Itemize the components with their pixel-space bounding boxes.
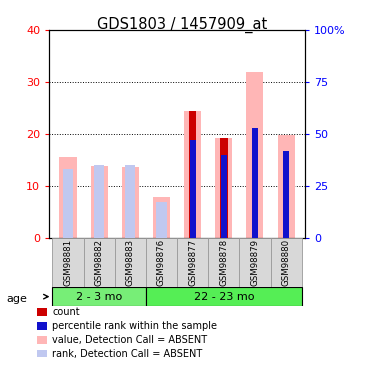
Bar <box>283 151 289 238</box>
Text: 22 - 23 mo: 22 - 23 mo <box>193 292 254 302</box>
Bar <box>63 170 73 238</box>
Bar <box>91 166 108 238</box>
Bar <box>122 167 139 238</box>
Text: age: age <box>7 294 27 303</box>
Bar <box>221 155 227 238</box>
FancyBboxPatch shape <box>146 238 177 288</box>
Bar <box>125 165 135 238</box>
Text: 2 - 3 mo: 2 - 3 mo <box>76 292 122 302</box>
Bar <box>246 72 264 238</box>
Bar <box>153 196 170 238</box>
Bar <box>189 111 196 238</box>
FancyBboxPatch shape <box>239 238 270 288</box>
Text: percentile rank within the sample: percentile rank within the sample <box>52 321 217 331</box>
FancyBboxPatch shape <box>84 238 115 288</box>
Text: GSM98878: GSM98878 <box>219 239 228 286</box>
Text: GSM98876: GSM98876 <box>157 239 166 286</box>
FancyBboxPatch shape <box>53 238 84 288</box>
Bar <box>59 157 77 238</box>
Bar <box>220 138 228 238</box>
FancyBboxPatch shape <box>115 238 146 288</box>
Bar <box>277 135 295 238</box>
FancyBboxPatch shape <box>270 238 301 288</box>
Text: GSM98882: GSM98882 <box>95 239 104 286</box>
Bar <box>215 138 233 238</box>
Text: value, Detection Call = ABSENT: value, Detection Call = ABSENT <box>52 335 207 345</box>
Text: GSM98881: GSM98881 <box>64 239 73 286</box>
Text: GSM98880: GSM98880 <box>281 239 291 286</box>
FancyBboxPatch shape <box>146 287 301 306</box>
Bar <box>189 140 196 238</box>
Text: GDS1803 / 1457909_at: GDS1803 / 1457909_at <box>97 17 268 33</box>
FancyBboxPatch shape <box>177 238 208 288</box>
Text: GSM98883: GSM98883 <box>126 239 135 286</box>
Text: rank, Detection Call = ABSENT: rank, Detection Call = ABSENT <box>52 349 203 358</box>
Text: count: count <box>52 307 80 317</box>
Bar <box>252 128 258 238</box>
Text: GSM98879: GSM98879 <box>250 239 260 286</box>
FancyBboxPatch shape <box>208 238 239 288</box>
Bar <box>156 202 166 238</box>
Bar <box>94 165 104 238</box>
FancyBboxPatch shape <box>53 287 146 306</box>
Text: GSM98877: GSM98877 <box>188 239 197 286</box>
Bar <box>184 111 201 238</box>
